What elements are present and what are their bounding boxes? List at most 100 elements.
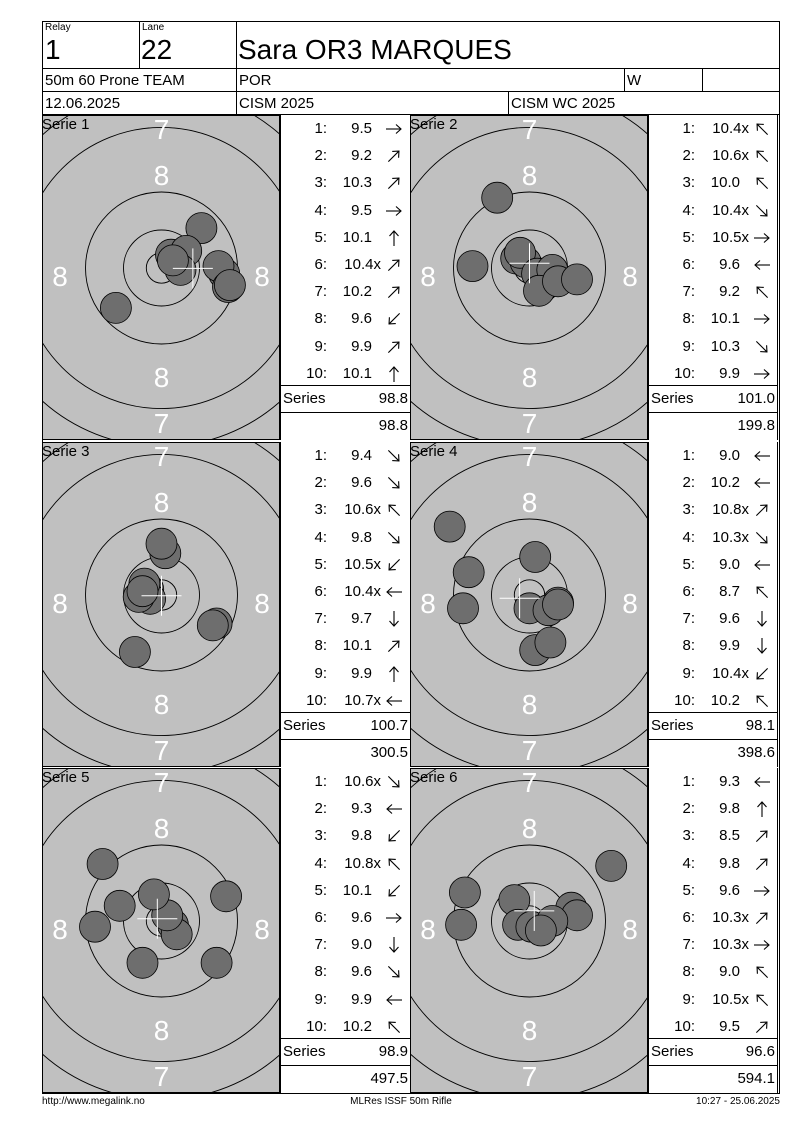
divider: [281, 412, 410, 413]
shot-row: 4: 10.4x: [649, 198, 777, 225]
ring-label-right: 8: [254, 261, 270, 292]
shot-hole-5: [447, 592, 479, 625]
ring-label-top-outer: 7: [154, 442, 170, 472]
shot-score: 10.0: [710, 174, 740, 192]
series-total-label: Series: [283, 1043, 326, 1060]
target-border: [42, 115, 280, 440]
shot-score: 9.9: [719, 637, 740, 655]
direction-arrow-icon: [387, 966, 400, 978]
shot-hole-5: [138, 878, 170, 911]
shot-row: 3: 9.8: [281, 823, 410, 850]
divider: [281, 1065, 410, 1066]
shot-number: 5:: [314, 881, 327, 899]
shot-score: 10.3x: [712, 936, 749, 954]
shot-row: 1: 9.0: [649, 443, 777, 470]
ring-label-bottom-inner: 8: [154, 689, 170, 720]
shot-number: 6:: [314, 256, 327, 273]
ring-label-left: 8: [52, 261, 68, 292]
shot-score: 9.0: [719, 447, 740, 464]
shot-row: 5: 10.5x: [649, 225, 777, 252]
ring-seven: [43, 779, 279, 1063]
shot-hole-7: [481, 181, 514, 214]
shot-hole-3: [504, 236, 536, 269]
shot-score: 9.0: [719, 555, 740, 573]
shot-score: 9.0: [719, 963, 740, 981]
shot-row: 10: 10.2: [281, 1014, 410, 1041]
direction-arrow-icon: [386, 804, 402, 815]
shot-row: 4: 9.8: [649, 851, 777, 878]
shot-number: 9:: [682, 664, 695, 682]
direction-arrow-icon: [387, 449, 400, 462]
shot-score: 10.8x: [344, 854, 381, 872]
shot-number: 8:: [314, 310, 327, 328]
shot-number: 4:: [314, 854, 327, 872]
ring-eight: [85, 518, 238, 672]
shot-row: 2: 9.2: [281, 143, 410, 170]
ring-label-top-inner: 8: [522, 813, 538, 844]
cumulative-total-value: 398.6: [737, 744, 775, 761]
series-block: 7 8 8 7 8 8 Serie 5 1: 10.6x 2: 9.3 3: 9.8 4: 10.8x 5: 1…: [42, 768, 410, 1093]
shot-number: 9:: [682, 337, 695, 355]
shot-number: 4:: [682, 201, 695, 219]
shot-hole-9: [119, 636, 151, 668]
shot-score: 9.9: [351, 337, 372, 355]
target-border: [42, 442, 280, 767]
shot-score: 9.2: [351, 147, 372, 165]
shot-number: 2:: [314, 147, 327, 165]
cumulative-total-value: 594.1: [737, 1070, 775, 1087]
shot-number: 3:: [682, 174, 695, 192]
ring-label-right: 8: [254, 588, 270, 619]
shot-hole-2: [196, 609, 229, 642]
shot-number: 2:: [314, 800, 327, 818]
shot-number: 9:: [314, 664, 327, 682]
shot-row: 5: 9.6: [649, 878, 777, 905]
shot-score: 9.5: [351, 201, 372, 219]
shot-number: 8:: [314, 637, 327, 655]
direction-arrow-icon: [754, 314, 770, 325]
direction-arrow-icon: [756, 177, 769, 190]
ring-label-right: 8: [254, 914, 270, 945]
series-label: Serie 1: [42, 116, 90, 133]
shot-number: 6:: [682, 583, 695, 600]
shot-number: 3:: [314, 827, 327, 845]
shot-score: 9.9: [719, 364, 740, 382]
shot-row: 8: 9.6: [281, 959, 410, 986]
shot-number: 2:: [682, 474, 695, 492]
shot-row: 10: 10.7x: [281, 688, 410, 715]
ring-label-top-inner: 8: [522, 487, 538, 518]
direction-arrow-icon: [387, 775, 400, 788]
shot-score: 9.8: [719, 854, 740, 872]
shot-score: 10.4x: [344, 256, 381, 273]
direction-arrow-icon: [389, 665, 399, 682]
ring-label-bottom-outer: 7: [154, 735, 170, 766]
direction-arrow-icon: [389, 611, 399, 628]
direction-arrow-icon: [755, 531, 768, 544]
shot-number: 10:: [306, 364, 327, 382]
shot-hole-10: [126, 575, 159, 608]
shot-row: 3: 8.5: [649, 823, 777, 850]
series-block: 7 8 8 7 8 8 Serie 6 1: 9.3 2: 9.8 3: 8.5 4: 9.8 5: 9.6 6:…: [410, 768, 778, 1093]
shot-score: 10.4x: [712, 120, 749, 137]
divider: [649, 712, 777, 713]
shot-row: 6: 8.7: [649, 579, 777, 606]
shot-number: 1:: [314, 120, 327, 137]
shot-score: 10.5x: [712, 228, 749, 246]
series-total-value: 100.7: [370, 717, 408, 734]
ring-seven: [411, 779, 647, 1063]
shot-score: 9.3: [351, 800, 372, 818]
shot-row: 5: 10.1: [281, 878, 410, 905]
shot-number: 4:: [314, 201, 327, 219]
direction-arrow-icon: [755, 204, 768, 217]
shot-hole-1: [185, 212, 218, 244]
shot-score: 10.6x: [712, 147, 749, 165]
shot-score: 9.5: [719, 1017, 740, 1035]
shot-score: 9.6: [719, 610, 740, 628]
direction-arrow-icon: [388, 558, 401, 571]
footer-software: MLRes ISSF 50m Rifle: [350, 1096, 452, 1107]
shot-row: 1: 10.6x: [281, 769, 410, 796]
ring-label-bottom-outer: 7: [522, 735, 538, 766]
shot-number: 7:: [314, 936, 327, 954]
target-diagram: 7 8 8 7 8 8: [42, 115, 280, 440]
divider: [649, 1038, 777, 1039]
series-total-value: 96.6: [745, 1043, 775, 1060]
